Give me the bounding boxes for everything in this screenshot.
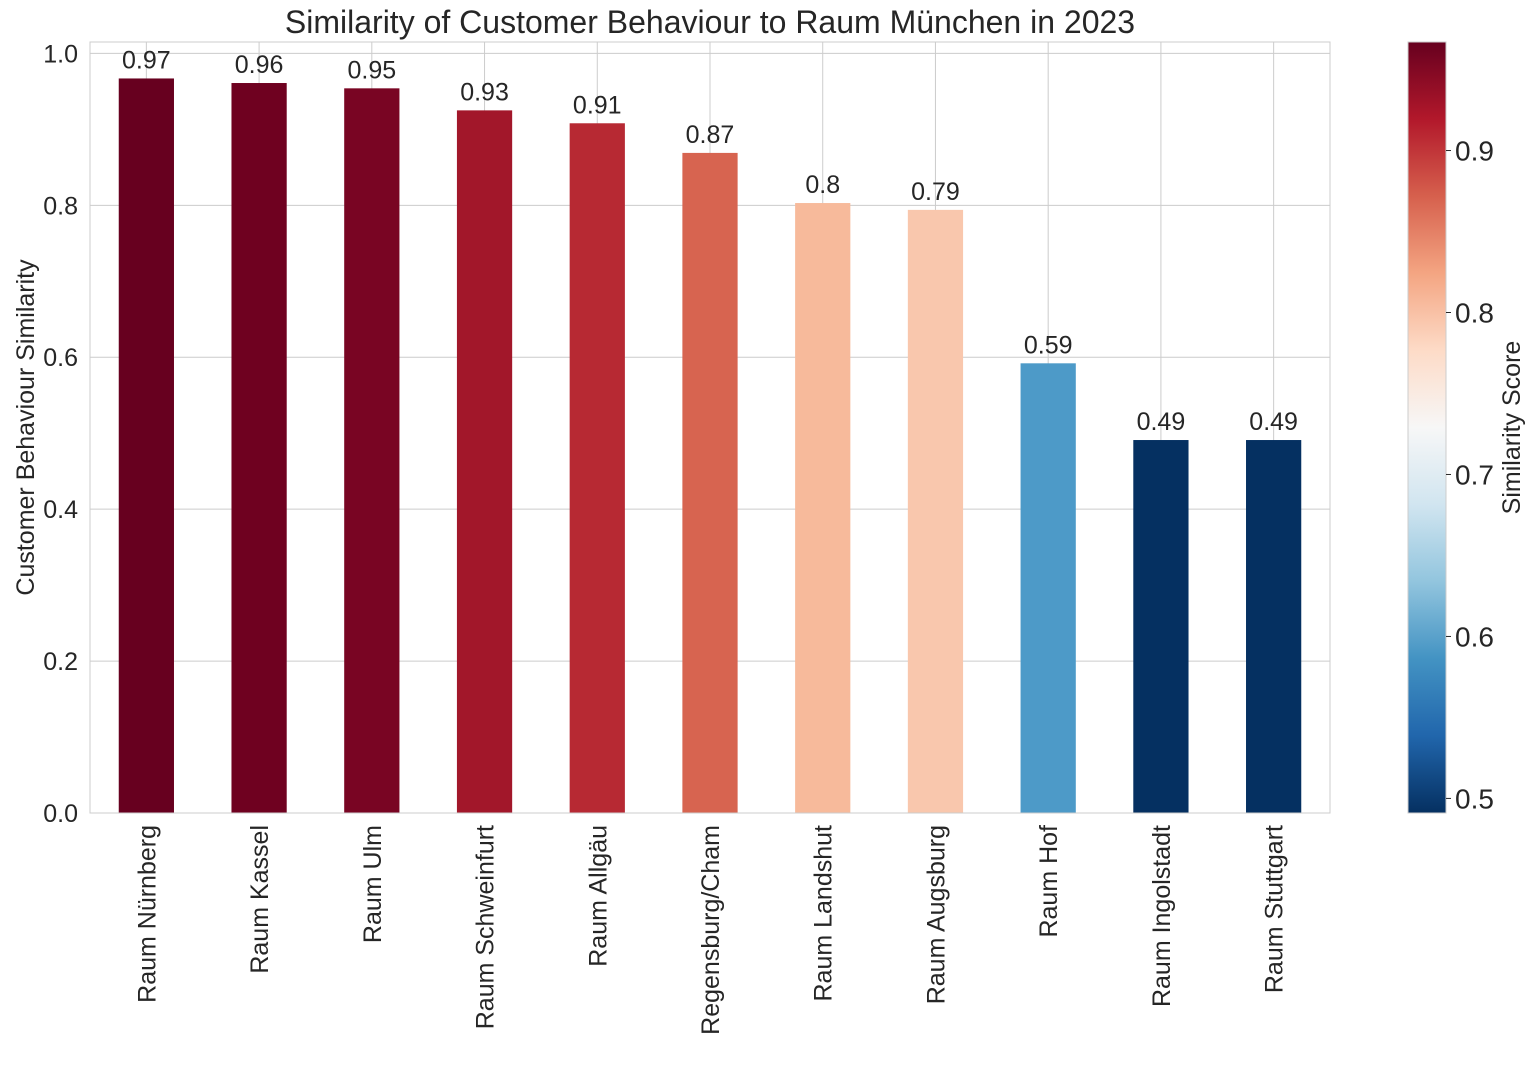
- x-tick-label: Raum Ingolstadt: [1148, 825, 1176, 1007]
- data-label: 0.8: [805, 171, 840, 199]
- colorbar-tick-label: 0.8: [1455, 297, 1494, 328]
- x-tick-label: Raum Stuttgart: [1261, 825, 1289, 993]
- y-tick-label: 0.0: [43, 800, 78, 828]
- colorbar-ticks: 0.5 0.6 0.7 0.8 0.9: [1446, 136, 1494, 814]
- bar: [682, 152, 738, 813]
- x-tick-label: Raum Hof: [1035, 825, 1063, 938]
- x-tick-label: Raum Schweinfurt: [472, 825, 500, 1029]
- data-label: 0.49: [1249, 408, 1298, 436]
- chart-title: Similarity of Customer Behaviour to Raum…: [285, 4, 1135, 40]
- colorbar-tick-label: 0.6: [1455, 621, 1494, 652]
- bar: [795, 203, 851, 814]
- data-label: 0.97: [122, 46, 171, 74]
- y-tick-label: 0.4: [43, 496, 78, 524]
- x-tick-label: Raum Allgäu: [584, 825, 612, 967]
- colorbar-label: Similarity Score: [1498, 341, 1526, 515]
- y-axis-ticks: 0.0 0.2 0.4 0.6 0.8 1.0: [43, 40, 78, 828]
- x-axis-ticks: Raum Nürnberg Raum Kassel Raum Ulm Raum Sch…: [133, 825, 1288, 1035]
- data-label: 0.87: [686, 121, 735, 149]
- data-label: 0.79: [911, 178, 960, 206]
- plot-area-frame: [89, 41, 1331, 814]
- colorbar-tick-label: 0.9: [1455, 136, 1494, 167]
- x-tick-label: Regensburg/Cham: [697, 825, 725, 1035]
- bar: [456, 110, 513, 814]
- y-axis-label: Customer Behaviour Similarity: [12, 259, 40, 596]
- data-label: 0.59: [1024, 331, 1073, 359]
- data-label: 0.49: [1137, 408, 1186, 436]
- colorbar-tick-label: 0.7: [1455, 459, 1494, 490]
- bar: [1246, 440, 1302, 813]
- x-tick-label: Raum Landshut: [810, 825, 838, 1002]
- x-tick-label: Raum Nürnberg: [133, 825, 161, 1003]
- y-tick-label: 0.2: [43, 648, 78, 676]
- colorbar: [1407, 41, 1447, 814]
- colorbar-tick-label: 0.5: [1455, 783, 1494, 814]
- bar: [1020, 363, 1076, 813]
- bar: [569, 123, 625, 813]
- data-label: 0.96: [235, 51, 284, 79]
- y-tick-label: 0.6: [43, 344, 78, 372]
- data-label: 0.91: [573, 91, 622, 119]
- x-tick-label: Raum Augsburg: [922, 825, 950, 1004]
- bar: [344, 88, 400, 814]
- y-tick-label: 1.0: [43, 40, 78, 68]
- y-tick-label: 0.8: [43, 192, 78, 220]
- bar: [231, 83, 287, 813]
- x-tick-label: Raum Ulm: [359, 825, 387, 943]
- bars: [118, 78, 1302, 814]
- x-tick-label: Raum Kassel: [246, 825, 274, 974]
- data-label: 0.95: [347, 56, 396, 84]
- data-label: 0.93: [460, 78, 509, 106]
- bar: [118, 78, 174, 814]
- bar: [1133, 440, 1189, 813]
- bar: [907, 209, 964, 813]
- data-labels: 0.97 0.96 0.95 0.93 0.91 0.87 0.8 0.79 0.59 0.49 0…: [122, 46, 1298, 436]
